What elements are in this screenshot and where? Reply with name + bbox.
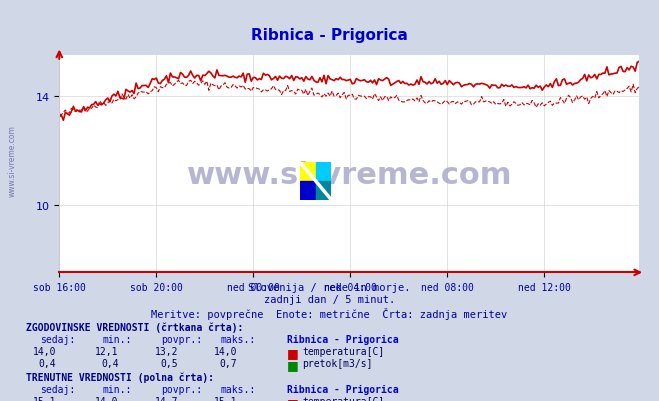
Text: ■: ■ <box>287 346 299 359</box>
Text: Ribnica - Prigorica: Ribnica - Prigorica <box>251 28 408 43</box>
Text: min.:: min.: <box>102 334 132 344</box>
Text: 15,1: 15,1 <box>214 396 237 401</box>
Text: www.si-vreme.com: www.si-vreme.com <box>8 125 17 196</box>
Text: pretok[m3/s]: pretok[m3/s] <box>302 358 373 368</box>
Text: 15,1: 15,1 <box>32 396 56 401</box>
Text: min.:: min.: <box>102 384 132 394</box>
Text: povpr.:: povpr.: <box>161 384 202 394</box>
Text: 0,4: 0,4 <box>101 358 119 368</box>
Text: 0,4: 0,4 <box>38 358 56 368</box>
Text: 14,0: 14,0 <box>32 346 56 356</box>
Text: povpr.:: povpr.: <box>161 334 202 344</box>
Text: 14,0: 14,0 <box>95 396 119 401</box>
Text: www.si-vreme.com: www.si-vreme.com <box>186 161 512 190</box>
Text: Ribnica - Prigorica: Ribnica - Prigorica <box>287 334 398 344</box>
Text: 0,7: 0,7 <box>219 358 237 368</box>
Text: Meritve: povprečne  Enote: metrične  Črta: zadnja meritev: Meritve: povprečne Enote: metrične Črta:… <box>152 307 507 319</box>
Text: Slovenija / reke in morje.: Slovenija / reke in morje. <box>248 283 411 293</box>
Text: TRENUTNE VREDNOSTI (polna črta):: TRENUTNE VREDNOSTI (polna črta): <box>26 371 214 382</box>
Text: temperatura[C]: temperatura[C] <box>302 346 385 356</box>
Text: temperatura[C]: temperatura[C] <box>302 396 385 401</box>
Text: ZGODOVINSKE VREDNOSTI (črtkana črta):: ZGODOVINSKE VREDNOSTI (črtkana črta): <box>26 322 244 332</box>
Text: 14,0: 14,0 <box>214 346 237 356</box>
Bar <box>316 162 331 181</box>
Text: Ribnica - Prigorica: Ribnica - Prigorica <box>287 384 398 394</box>
Text: 13,2: 13,2 <box>154 346 178 356</box>
Text: maks.:: maks.: <box>221 384 256 394</box>
Bar <box>300 181 316 200</box>
Text: 14,7: 14,7 <box>154 396 178 401</box>
Bar <box>300 162 316 181</box>
Text: ■: ■ <box>287 396 299 401</box>
Text: sedaj:: sedaj: <box>40 384 74 394</box>
Bar <box>316 181 331 200</box>
Text: maks.:: maks.: <box>221 334 256 344</box>
Text: 0,5: 0,5 <box>160 358 178 368</box>
Text: ■: ■ <box>287 358 299 371</box>
Text: 12,1: 12,1 <box>95 346 119 356</box>
Text: sedaj:: sedaj: <box>40 334 74 344</box>
Text: zadnji dan / 5 minut.: zadnji dan / 5 minut. <box>264 295 395 305</box>
